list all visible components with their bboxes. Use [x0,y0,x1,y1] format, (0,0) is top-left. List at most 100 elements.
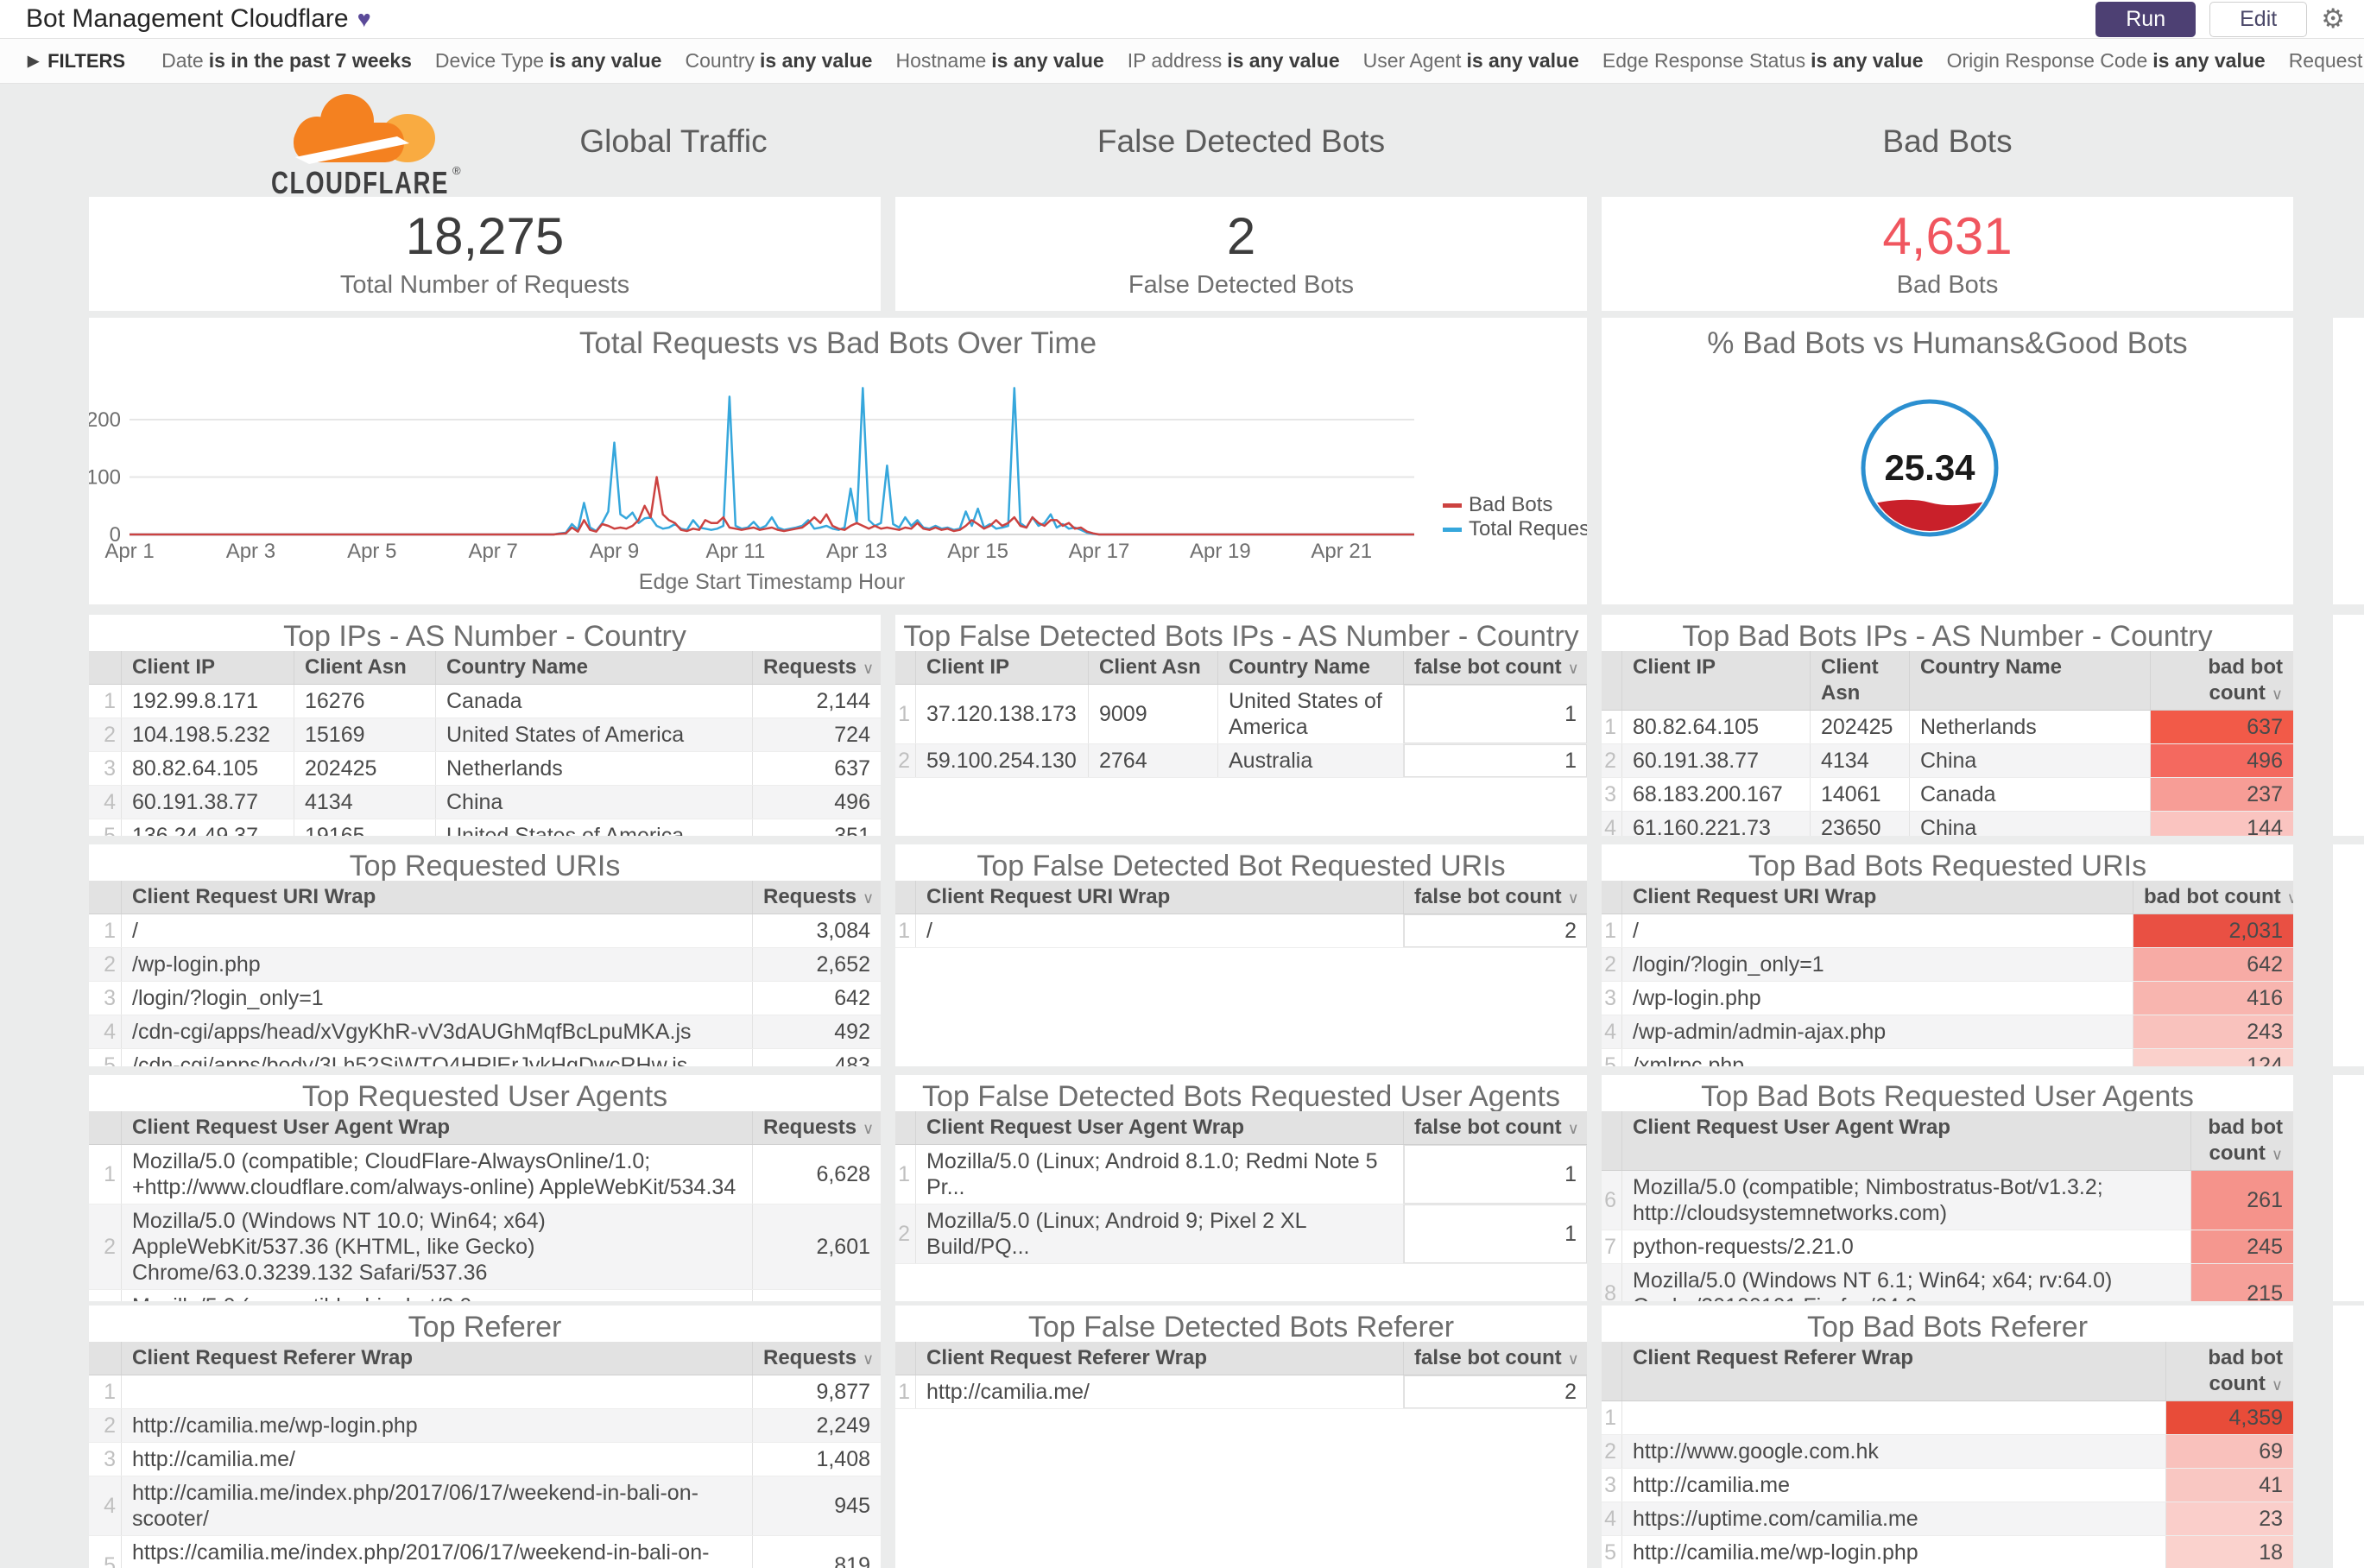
table-row[interactable]: 2 http://camilia.me/wp-login.php 2,249 [89,1409,881,1443]
column-header[interactable]: Country Name [1910,651,2151,710]
column-header[interactable]: Client IP [1622,651,1811,710]
table-row[interactable]: 1 Mozilla/5.0 (compatible; CloudFlare-Alw… [89,1145,881,1204]
cell: 68.183.200.167 [1622,778,1811,811]
column-header[interactable]: Client Request Referer Wrap [122,1342,753,1375]
filter-item[interactable]: Request URIis any value [2289,49,2364,73]
column-header[interactable]: Client Asn [294,651,436,684]
table-row[interactable]: 4 60.191.38.77 4134 China 496 [89,786,881,819]
column-header[interactable]: false bot count ∨ [1404,1342,1587,1375]
table-row[interactable]: 2/login/?login_only=1 642 [1602,948,2293,982]
table-row[interactable]: 1 9,877 [89,1375,881,1409]
column-header[interactable]: false bot count ∨ [1404,1111,1587,1144]
column-header[interactable]: Client IP [122,651,294,684]
filter-item[interactable]: Device Type is any value [435,49,662,73]
column-header[interactable]: Client Request URI Wrap [1622,881,2133,914]
table-row[interactable]: 3 http://camilia.me 41 [1602,1469,2293,1502]
table-row[interactable]: 5 https://camilia.me/index.php/2017/06/17… [89,1536,881,1568]
gear-icon[interactable]: ⚙ [2321,3,2345,34]
table-row[interactable]: 2/wp-login.php 2,652 [89,948,881,982]
column-header[interactable]: bad bot count ∨ [2166,1342,2293,1400]
row-number: 2 [895,1204,916,1263]
table-row[interactable]: 3/login/?login_only=1 642 [89,982,881,1015]
column-header[interactable]: Client Request User Agent Wrap [1622,1111,2191,1170]
gauge-svg[interactable]: 25.34 [1602,361,2293,604]
table-row[interactable]: 1/ 3,084 [89,914,881,948]
filter-item[interactable]: Date is in the past 7 weeks [161,49,412,73]
timeseries-chart-tile: Total Requests vs Bad Bots Over Time 0 10… [89,318,1587,604]
column-header[interactable]: Requests ∨ [753,1342,881,1375]
column-header[interactable]: Client Request URI Wrap [916,881,1404,914]
table-row[interactable]: 4/wp-admin/admin-ajax.php 243 [1602,1015,2293,1049]
legend-item[interactable]: Bad Bots [1443,493,1552,516]
table-row[interactable]: 1 80.82.64.105 202425 Netherlands 637 [1602,711,2293,744]
column-header[interactable]: false bot count ∨ [1404,881,1587,914]
table-row[interactable]: 5 136.24.49.37 19165 United States of Ameri… [89,819,881,836]
table-row[interactable]: 1 Mozilla/5.0 (Linux; Android 8.1.0; Redm… [895,1145,1587,1204]
table-row[interactable]: 3 80.82.64.105 202425 Netherlands 637 [89,752,881,786]
table-row[interactable]: 1 http://camilia.me/2 [895,1375,1587,1409]
legend-swatch [1443,528,1462,532]
table-row[interactable]: 5 http://camilia.me/wp-login.php 18 [1602,1536,2293,1568]
column-header[interactable]: Client Request User Agent Wrap [122,1111,753,1144]
table-row[interactable]: 4 61.160.221.73 23650 China 144 [1602,812,2293,836]
column-header[interactable]: Client Asn [1811,651,1910,710]
cell: 2 [1404,1375,1587,1408]
table-row[interactable]: 4 http://camilia.me/index.php/2017/06/17/… [89,1476,881,1536]
table-row[interactable]: 1/2,031 [1602,914,2293,948]
table-row[interactable]: 3 http://camilia.me/1,408 [89,1443,881,1476]
table-row[interactable]: 3Mozilla/5.0 (compatible; bingbot/2.0; +… [89,1290,881,1301]
table-row[interactable]: 1 192.99.8.171 16276 Canada 2,144 [89,685,881,718]
cell: 1 [1404,685,1587,743]
filter-item[interactable]: IP address is any value [1128,49,1340,73]
column-header[interactable]: Client Asn [1089,651,1218,684]
table-row[interactable]: 4/cdn-cgi/apps/head/xVgyKhR-vV3dAUGhMqfB… [89,1015,881,1049]
column-header[interactable]: bad bot count ∨ [2191,1111,2293,1170]
run-button[interactable]: Run [2095,1,2196,37]
column-header[interactable]: Country Name [1218,651,1404,684]
table-row[interactable]: 5/cdn-cgi/apps/body/3Lh52SjWTQ4HRlErJykH… [89,1049,881,1066]
column-header[interactable]: Client IP [916,651,1089,684]
column-header[interactable]: Requests ∨ [753,651,881,684]
edit-button[interactable]: Edit [2209,1,2308,37]
table-row[interactable]: 6 Mozilla/5.0 (compatible; Nimbostratus-B… [1602,1171,2293,1230]
filter-item[interactable]: Hostname is any value [895,49,1103,73]
table-header-row: Client Request User Agent Wrap Requests ∨ [89,1111,881,1145]
table-row[interactable]: 3 68.183.200.167 14061 Canada 237 [1602,778,2293,812]
timeseries-svg[interactable]: 0 100 200 Apr 1 Apr 3 Apr 5 Apr 7 Apr 9 Apr 11 Ap… [89,361,1587,604]
table-row[interactable]: 3/wp-login.php 416 [1602,982,2293,1015]
table-tile-top-user-agents: Top Requested User Agents Client Request… [89,1075,881,1301]
column-header[interactable]: false bot count ∨ [1404,651,1587,684]
column-header[interactable]: Country Name [436,651,753,684]
column-header[interactable]: Client Request Referer Wrap [1622,1342,2166,1400]
table-row[interactable]: 1 4,359 [1602,1401,2293,1435]
column-header[interactable]: bad bot count ∨ [2151,651,2293,710]
filters-toggle[interactable]: ▶ FILTERS [28,50,125,73]
table-row[interactable]: 1 37.120.138.173 9009 United States of Amer… [895,685,1587,744]
column-header[interactable]: Client Request Referer Wrap [916,1342,1404,1375]
table-row[interactable]: 2 60.191.38.77 4134 China 496 [1602,744,2293,778]
row-number: 5 [89,1536,122,1568]
table-row[interactable]: 2 Mozilla/5.0 (Linux; Android 9; Pixel 2 … [895,1204,1587,1264]
filter-item[interactable]: Origin Response Code is any value [1947,49,2266,73]
table-row[interactable]: 2 104.198.5.232 15169 United States of Amer… [89,718,881,752]
table-row[interactable]: 5/xmlrpc.php 124 [1602,1049,2293,1066]
table-row[interactable]: 8 Mozilla/5.0 (Windows NT 6.1; Win64; x64… [1602,1264,2293,1301]
cell: 41 [2166,1469,2293,1502]
series-line-bad-bots[interactable] [130,476,1414,536]
table-row[interactable]: 2 59.100.254.130 2764 Australia 1 [895,744,1587,778]
column-header[interactable]: Client Request User Agent Wrap [916,1111,1404,1144]
table-row[interactable]: 2 http://www.google.com.hk 69 [1602,1435,2293,1469]
column-header[interactable]: Requests ∨ [753,881,881,914]
legend-item[interactable]: Total Requests [1443,517,1587,541]
column-header[interactable]: Client Request URI Wrap [122,881,753,914]
table-row[interactable]: 7 python-requests/2.21.0 245 [1602,1230,2293,1264]
table-row[interactable]: 4 https://uptime.com/camilia.me 23 [1602,1502,2293,1536]
filter-item[interactable]: Country is any value [685,49,872,73]
column-header[interactable]: bad bot count ∨ [2133,881,2293,914]
filter-item[interactable]: Edge Response Status is any value [1602,49,1924,73]
filter-item[interactable]: User Agent is any value [1363,49,1579,73]
table-row[interactable]: 1/2 [895,914,1587,948]
table-row[interactable]: 2 Mozilla/5.0 (Windows NT 10.0; Win64; x6… [89,1204,881,1290]
series-line-total-requests[interactable] [130,387,1414,536]
column-header[interactable]: Requests ∨ [753,1111,881,1144]
